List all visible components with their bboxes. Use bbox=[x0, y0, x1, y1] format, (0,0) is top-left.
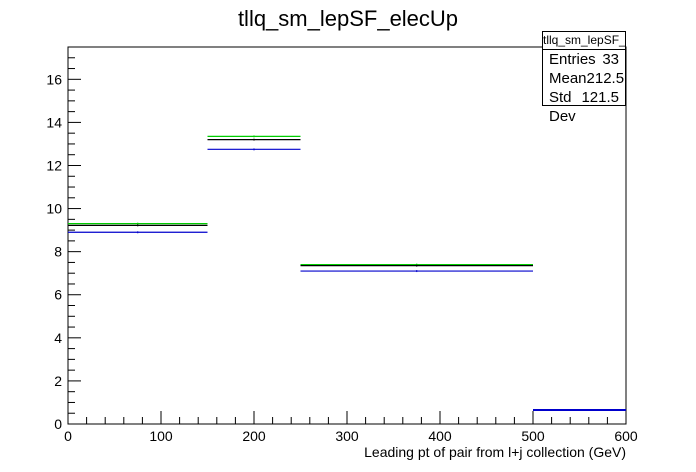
stats-value: 212.5 bbox=[586, 70, 625, 87]
y-tick-label: 4 bbox=[54, 330, 62, 346]
stats-label: Entries bbox=[549, 51, 596, 68]
x-tick-label: 200 bbox=[242, 428, 266, 444]
y-tick-label: 10 bbox=[46, 201, 62, 217]
y-tick-label: 16 bbox=[46, 71, 62, 87]
x-tick-label: 600 bbox=[614, 428, 638, 444]
y-tick-label: 0 bbox=[54, 416, 62, 432]
stats-value: 121.5 bbox=[581, 89, 619, 106]
x-axis: 0 100 200 300 400 500 600 bbox=[64, 411, 638, 444]
x-axis-label: Leading pt of pair from l+j collection (… bbox=[364, 444, 626, 460]
stats-label: Mean bbox=[549, 70, 587, 87]
stats-row-mean: Mean 212.5 bbox=[543, 69, 625, 88]
x-tick-label: 400 bbox=[428, 428, 452, 444]
x-tick-label: 0 bbox=[64, 428, 72, 444]
stats-title: tllq_sm_lepSF_elecUp bbox=[543, 32, 625, 50]
stats-row-entries: Entries 33 bbox=[543, 50, 625, 69]
y-tick-label: 8 bbox=[54, 244, 62, 260]
y-tick-label: 12 bbox=[46, 157, 62, 173]
stats-value: 33 bbox=[602, 51, 619, 68]
y-axis: 0 2 4 6 8 10 12 14 16 bbox=[46, 46, 81, 432]
stats-row-stddev: Std Dev 121.5 bbox=[543, 88, 625, 125]
x-tick-label: 100 bbox=[149, 428, 173, 444]
y-tick-label: 6 bbox=[54, 287, 62, 303]
x-tick-label: 500 bbox=[521, 428, 545, 444]
histogram-series bbox=[68, 135, 626, 411]
x-tick-label: 300 bbox=[335, 428, 359, 444]
y-tick-label: 14 bbox=[46, 114, 62, 130]
y-tick-label: 2 bbox=[54, 373, 62, 389]
chart-title: tllq_sm_lepSF_elecUp bbox=[238, 6, 458, 31]
stats-box: tllq_sm_lepSF_elecUp Entries 33 Mean 212… bbox=[542, 31, 626, 125]
stats-label: Std Dev bbox=[549, 89, 576, 125]
